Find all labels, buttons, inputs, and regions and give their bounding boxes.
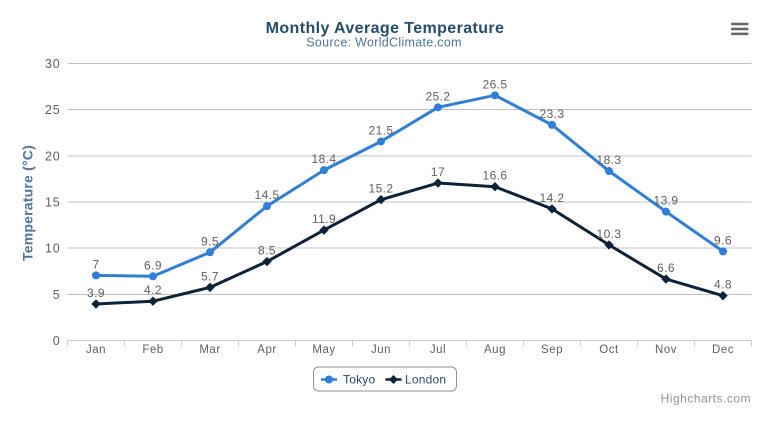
svg-text:May: May — [312, 344, 335, 356]
svg-text:15: 15 — [45, 196, 61, 210]
svg-text:Nov: Nov — [655, 344, 677, 356]
svg-text:20: 20 — [45, 149, 61, 163]
svg-text:Monthly Average Temperature: Monthly Average Temperature — [266, 20, 505, 37]
svg-text:Highcharts.com: Highcharts.com — [661, 392, 751, 406]
svg-text:11.9: 11.9 — [312, 212, 336, 226]
svg-text:Oct: Oct — [599, 344, 619, 356]
svg-text:0: 0 — [53, 334, 61, 348]
svg-text:5: 5 — [53, 288, 61, 302]
svg-text:Tokyo: Tokyo — [343, 373, 375, 387]
svg-text:Source: WorldClimate.com: Source: WorldClimate.com — [306, 36, 462, 50]
svg-text:Jan: Jan — [86, 344, 106, 356]
svg-text:14.2: 14.2 — [540, 191, 565, 205]
svg-text:London: London — [405, 373, 446, 387]
svg-text:7: 7 — [92, 257, 99, 271]
svg-text:14.5: 14.5 — [255, 188, 280, 202]
svg-text:3.9: 3.9 — [87, 286, 105, 300]
svg-text:25: 25 — [45, 103, 61, 117]
svg-text:8.5: 8.5 — [258, 244, 276, 258]
svg-text:30: 30 — [45, 57, 61, 71]
svg-text:6.9: 6.9 — [144, 258, 162, 272]
svg-text:Mar: Mar — [199, 344, 220, 356]
svg-text:16.6: 16.6 — [483, 169, 508, 183]
svg-text:10: 10 — [45, 242, 61, 256]
svg-text:Dec: Dec — [712, 344, 734, 356]
svg-text:17: 17 — [431, 165, 445, 179]
svg-text:15.2: 15.2 — [369, 182, 394, 196]
svg-text:Temperature (°C): Temperature (°C) — [20, 145, 36, 261]
svg-text:Apr: Apr — [257, 344, 276, 356]
svg-text:18.3: 18.3 — [597, 153, 622, 167]
svg-text:6.6: 6.6 — [657, 261, 675, 275]
svg-text:21.5: 21.5 — [369, 124, 394, 138]
svg-text:Feb: Feb — [142, 344, 163, 356]
svg-text:9.5: 9.5 — [201, 234, 219, 248]
svg-text:Aug: Aug — [484, 344, 506, 356]
svg-text:9.6: 9.6 — [714, 233, 732, 247]
svg-text:4.8: 4.8 — [714, 278, 732, 292]
svg-text:26.5: 26.5 — [483, 77, 508, 91]
svg-text:23.3: 23.3 — [540, 107, 565, 121]
svg-text:18.4: 18.4 — [312, 152, 337, 166]
svg-text:Jun: Jun — [371, 344, 391, 356]
svg-text:10.3: 10.3 — [597, 227, 622, 241]
svg-text:Sep: Sep — [541, 344, 563, 356]
svg-text:13.9: 13.9 — [654, 194, 679, 208]
svg-text:Jul: Jul — [430, 344, 446, 356]
svg-text:4.2: 4.2 — [144, 283, 162, 297]
svg-text:5.7: 5.7 — [201, 269, 219, 283]
svg-text:25.2: 25.2 — [426, 89, 451, 103]
